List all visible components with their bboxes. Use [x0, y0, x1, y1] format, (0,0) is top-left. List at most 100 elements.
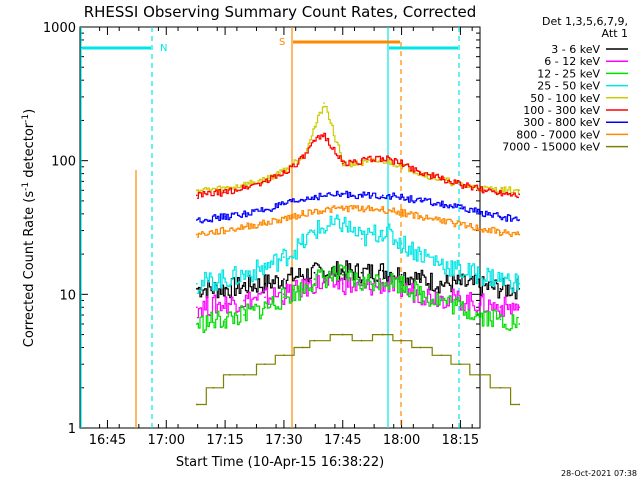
data-point: [195, 233, 198, 236]
data-point: [400, 273, 403, 276]
data-point: [400, 211, 403, 214]
series-5: [195, 132, 521, 199]
data-point: [440, 262, 443, 265]
series-8: [195, 333, 521, 406]
data-point: [243, 373, 245, 376]
series-line: [196, 260, 519, 300]
data-point: [243, 299, 245, 302]
data-point: [283, 296, 285, 299]
legend-entry-label: 7000 - 15000 keV: [502, 141, 600, 154]
data-point: [313, 140, 316, 143]
data-point: [400, 162, 403, 165]
data-point: [301, 212, 304, 215]
data-point: [224, 302, 226, 305]
data-point: [283, 354, 285, 357]
y-tick-label: 10: [59, 288, 76, 303]
data-point: [381, 194, 384, 197]
data-point: [360, 207, 363, 210]
data-point: [440, 299, 443, 302]
data-point: [381, 278, 384, 281]
data-point: [518, 193, 521, 196]
series-line: [196, 334, 519, 406]
y-axis-label-sup: -1: [21, 182, 31, 191]
data-point: [459, 363, 462, 366]
data-point: [195, 403, 198, 406]
data-point: [301, 198, 304, 201]
data-point: [478, 285, 481, 288]
data-point: [400, 242, 403, 245]
data-point: [341, 162, 344, 165]
data-point: [518, 233, 521, 236]
y-axis-label: Corrected Count Rate (s-1 detector-1): [21, 109, 37, 347]
saa-annotation-label: S: [279, 37, 285, 48]
legend-entry-label: 50 - 100 keV: [530, 92, 600, 105]
data-point: [283, 171, 285, 174]
x-tick-label: 18:00: [383, 433, 420, 448]
data-point: [313, 271, 316, 274]
data-point: [360, 159, 363, 162]
data-point: [518, 189, 521, 192]
data-point: [228, 373, 231, 376]
series-3: [195, 214, 521, 294]
data-point: [518, 403, 521, 406]
legend-entry-label: 800 - 7000 keV: [516, 128, 600, 141]
data-point: [264, 222, 266, 225]
data-point: [419, 293, 422, 296]
y-tick-label: 1: [68, 422, 76, 437]
data-point: [381, 229, 384, 232]
data-point: [195, 219, 198, 221]
series-line: [196, 205, 519, 238]
data-point: [323, 134, 325, 137]
data-point: [499, 386, 502, 389]
x-tick-label: 17:45: [324, 433, 361, 448]
data-point: [400, 282, 403, 285]
data-point: [440, 203, 443, 206]
legend-entry-label: 300 - 800 keV: [523, 116, 600, 129]
footer-timestamp: 28-Oct-2021 07:38: [561, 469, 637, 478]
data-point: [243, 212, 245, 215]
data-point: [195, 189, 198, 192]
data-point: [400, 196, 403, 199]
data-point: [440, 354, 443, 357]
data-point: [518, 282, 521, 285]
data-point: [518, 323, 521, 325]
data-point: [341, 282, 344, 285]
data-point: [400, 339, 403, 342]
data-point: [224, 215, 226, 218]
data-point: [301, 287, 304, 290]
data-point: [499, 287, 502, 290]
chart-title: RHESSI Observing Summary Count Rates, Co…: [84, 3, 477, 21]
series-line: [196, 132, 519, 199]
data-point: [301, 242, 304, 245]
data-point: [212, 386, 215, 389]
data-point: [360, 194, 363, 197]
data-point: [195, 323, 198, 325]
x-tick-label: 17:00: [148, 433, 185, 448]
data-point: [341, 269, 344, 272]
y-axis: 1 10 100 1000: [43, 21, 480, 437]
y-axis-label-end: ): [22, 109, 37, 114]
data-point: [195, 282, 198, 285]
y-tick-label: 100: [51, 155, 76, 170]
data-point: [283, 217, 285, 220]
interval-markers: NS: [80, 27, 460, 428]
data-point: [313, 282, 316, 285]
series-6: [195, 190, 521, 224]
data-point: [478, 373, 481, 376]
data-point: [499, 215, 502, 218]
data-point: [264, 208, 266, 211]
data-point: [419, 346, 422, 349]
data-point: [419, 278, 422, 281]
data-point: [360, 282, 363, 285]
data-point: [341, 193, 344, 196]
series-2: [195, 264, 521, 333]
data-point: [313, 229, 316, 232]
data-point: [381, 208, 384, 211]
data-point: [323, 102, 325, 104]
legend-entry-label: 12 - 25 keV: [537, 67, 600, 80]
data-point: [195, 194, 198, 197]
plot-area: [79, 26, 481, 429]
data-point: [459, 224, 462, 226]
legend-entry-label: 25 - 50 keV: [537, 80, 600, 93]
